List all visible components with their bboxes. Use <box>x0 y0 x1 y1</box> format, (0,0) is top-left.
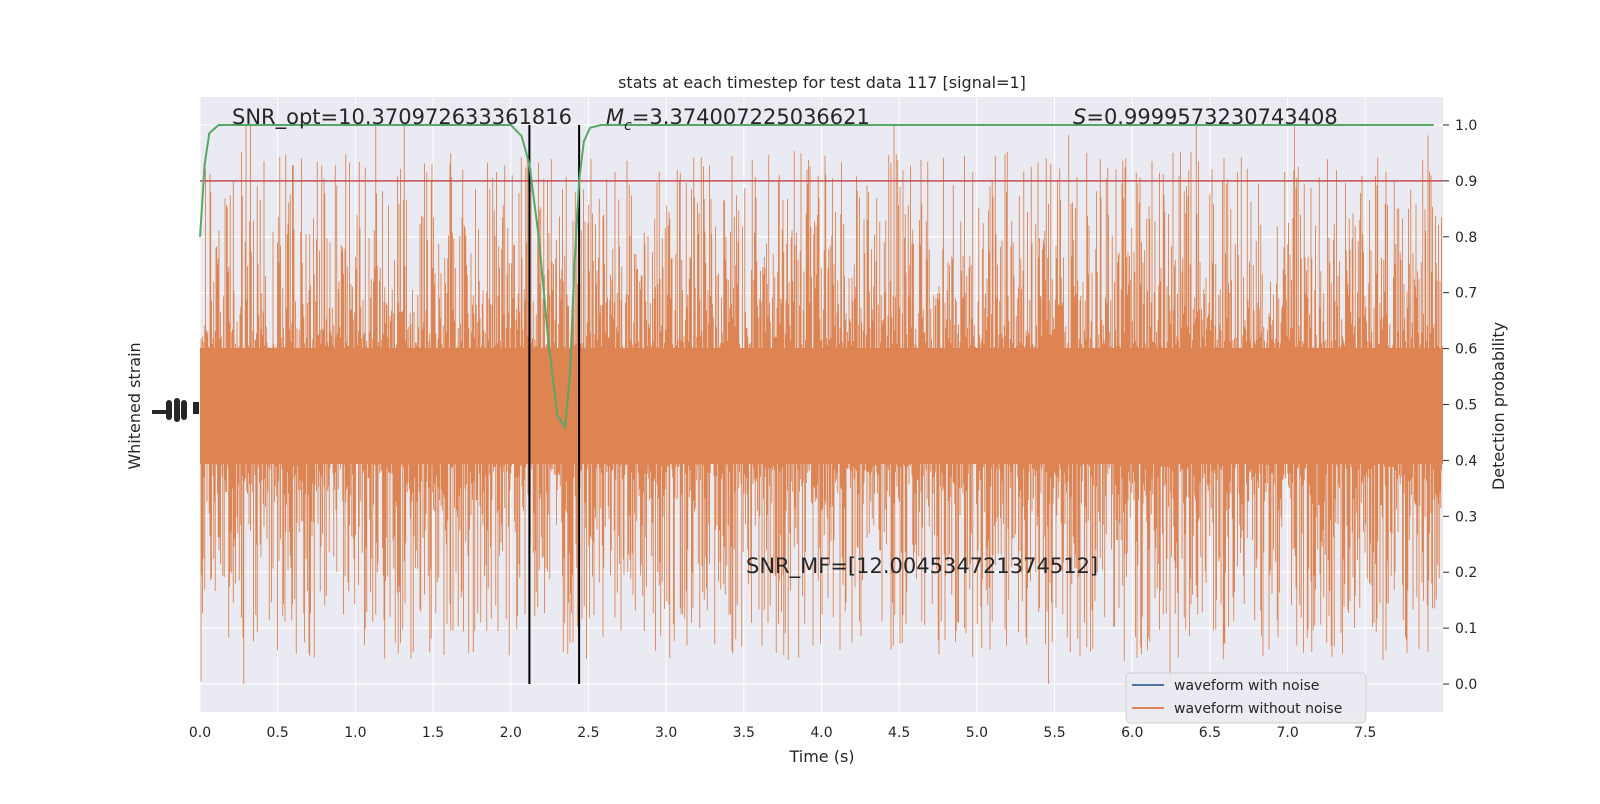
y-axis-label-right: Detection probability <box>1489 322 1508 490</box>
annotation-s-score: S=0.9999573230743408 <box>1073 105 1338 129</box>
x-tick-label: 5.5 <box>1043 725 1065 741</box>
annotation-snr-mf: SNR_MF=[12.004534721374512] <box>746 554 1098 579</box>
right-tick-label: 0.7 <box>1455 286 1477 302</box>
right-axis-ticks: 0.0 0.1 0.2 0.3 0.4 0.5 0.6 0.7 0.8 0.9 1.0 <box>1443 118 1477 693</box>
right-tick-label: 1.0 <box>1455 118 1477 134</box>
chart-title: stats at each timestep for test data 117… <box>618 73 1026 92</box>
y-axis-label-left: Whitened strain <box>125 342 144 469</box>
right-tick-label: 0.4 <box>1455 453 1477 469</box>
legend: waveform with noise waveform without noi… <box>1125 672 1367 724</box>
right-tick-label: 0.1 <box>1455 621 1477 637</box>
detection-probability-line <box>199 124 1434 430</box>
left-axis-ticks-overlap <box>152 398 199 422</box>
x-tick-label: 1.0 <box>344 725 366 741</box>
x-tick-label: 6.0 <box>1121 725 1143 741</box>
x-tick-label: 3.0 <box>655 725 677 741</box>
annotation-chirp-mass: Mc=3.374007225036621 <box>606 105 870 134</box>
x-tick-label: 1.5 <box>422 725 444 741</box>
right-tick-label: 0.2 <box>1455 565 1477 581</box>
legend-label-with-noise: waveform with noise <box>1174 678 1319 694</box>
right-tick-label: 0.3 <box>1455 509 1477 525</box>
x-axis-label: Time (s) <box>788 747 854 766</box>
x-tick-label: 0.5 <box>267 725 289 741</box>
strain-series <box>200 124 1443 684</box>
annotation-snr-opt: SNR_opt=10.370972633361816 <box>232 105 572 130</box>
x-axis-ticks: 0.0 0.5 1.0 1.5 2.0 2.5 3.0 3.5 4.0 4.5 5.0 5.5 6.0 6… <box>189 725 1377 741</box>
right-tick-label: 0.9 <box>1455 174 1477 190</box>
right-tick-label: 0.6 <box>1455 342 1477 358</box>
right-tick-label: 0.8 <box>1455 230 1477 246</box>
overlay-lines <box>199 124 1443 685</box>
x-tick-label: 2.5 <box>577 725 599 741</box>
right-tick-label: 0.0 <box>1455 677 1477 693</box>
x-tick-label: 4.0 <box>810 725 832 741</box>
legend-label-without-noise: waveform without noise <box>1174 701 1342 717</box>
x-tick-label: 3.5 <box>733 725 755 741</box>
waveform-core-band <box>200 348 1443 464</box>
x-tick-label: 5.0 <box>966 725 988 741</box>
x-tick-label: 0.0 <box>189 725 211 741</box>
x-tick-label: 7.5 <box>1354 725 1376 741</box>
x-tick-label: 2.0 <box>500 725 522 741</box>
x-tick-label: 4.5 <box>888 725 910 741</box>
right-tick-label: 0.5 <box>1455 398 1477 414</box>
legend-box <box>1125 672 1367 724</box>
x-tick-label: 7.0 <box>1276 725 1298 741</box>
x-tick-label: 6.5 <box>1199 725 1221 741</box>
